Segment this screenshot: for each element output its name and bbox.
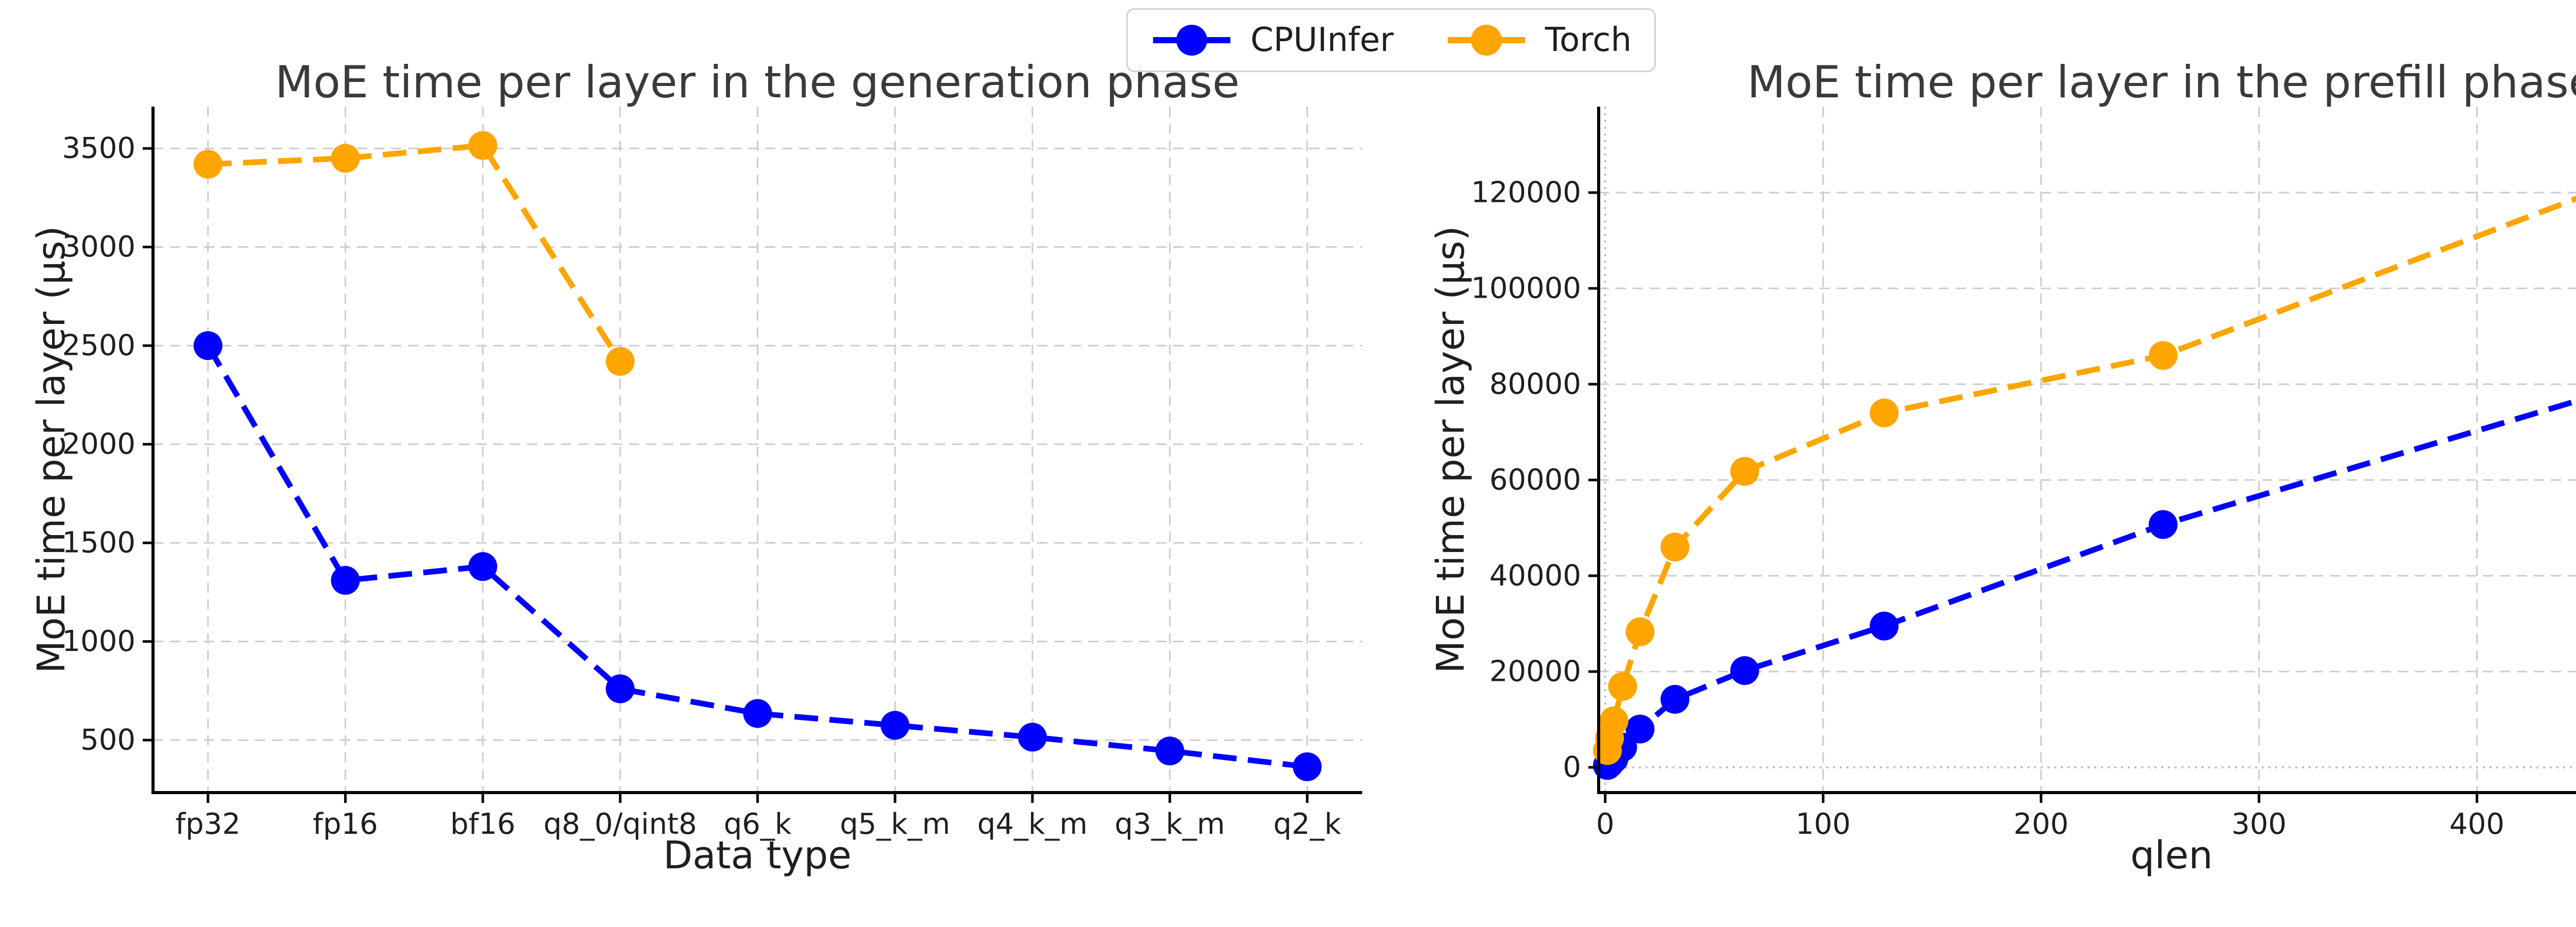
legend-label-torch: Torch xyxy=(1545,21,1632,59)
torch-marker xyxy=(605,347,635,376)
cpuinfer-marker xyxy=(880,711,910,740)
x-tick-label: q3_k_m xyxy=(1115,808,1225,841)
y-tick-label: 60000 xyxy=(1489,464,1581,497)
cpuinfer-marker xyxy=(1625,714,1655,744)
cpuinfer-marker xyxy=(331,565,360,595)
x-tick-label: q2_k xyxy=(1274,808,1342,841)
y-tick-label: 500 xyxy=(80,724,135,757)
torch-marker xyxy=(1608,672,1637,701)
cpuinfer-marker-icon xyxy=(1153,25,1231,56)
cpuinfer-marker xyxy=(1870,611,1899,641)
y-tick-label: 2000 xyxy=(62,427,135,461)
y-tick-label: 3500 xyxy=(62,132,135,165)
cpuinfer-marker xyxy=(1155,736,1184,766)
cpuinfer-marker xyxy=(743,699,772,728)
x-tick-label: fp32 xyxy=(175,808,241,841)
y-tick-label: 2500 xyxy=(62,329,135,363)
x-tick-label: q8_0/qint8 xyxy=(544,808,697,841)
torch-line xyxy=(208,142,623,363)
x-tick-label: q5_k_m xyxy=(840,808,950,841)
x-tick-label: q6_k xyxy=(724,808,792,841)
y-tick-label: 0 xyxy=(1563,750,1581,784)
torch-marker xyxy=(1599,706,1629,735)
torch-marker-icon xyxy=(1447,25,1525,56)
x-tick-label: fp16 xyxy=(313,808,378,841)
y-tick-label: 1000 xyxy=(62,625,135,658)
y-tick-label: 80000 xyxy=(1489,368,1581,401)
cpuinfer-line xyxy=(1605,398,2576,768)
left-chart-title: MoE time per layer in the generation pha… xyxy=(275,57,1240,108)
cpuinfer-marker xyxy=(468,552,498,581)
torch-marker xyxy=(1870,398,1899,427)
y-tick-label: 3000 xyxy=(62,230,135,264)
torch-marker xyxy=(1660,533,1690,562)
right-x-axis-label: qlen xyxy=(2130,833,2213,878)
x-tick-label: 300 xyxy=(2231,808,2286,841)
x-tick-label: q4_k_m xyxy=(977,808,1088,841)
x-tick-label: 0 xyxy=(1596,808,1615,841)
torch-marker xyxy=(1730,457,1759,486)
torch-marker xyxy=(2148,341,2178,370)
x-tick-label: bf16 xyxy=(450,808,516,841)
cpuinfer-marker xyxy=(1293,752,1322,781)
torch-marker xyxy=(193,149,223,179)
right-y-axis-label: MoE time per layer (μs) xyxy=(1429,226,1473,674)
x-tick-label: 200 xyxy=(2013,808,2069,841)
cpuinfer-marker xyxy=(1660,684,1690,714)
legend: CPUInfer Torch xyxy=(1126,8,1656,72)
legend-item-torch: Torch xyxy=(1445,17,1632,63)
cpuinfer-marker xyxy=(605,674,635,703)
y-tick-label: 1500 xyxy=(62,526,135,560)
cpuinfer-marker xyxy=(193,331,223,360)
cpuinfer-marker xyxy=(2148,510,2178,539)
y-tick-label: 40000 xyxy=(1489,559,1581,593)
cpuinfer-line xyxy=(205,344,1308,770)
y-tick-label: 120000 xyxy=(1471,176,1581,210)
torch-marker xyxy=(1625,617,1655,646)
legend-label-cpuinfer: CPUInfer xyxy=(1250,21,1394,59)
legend-item-cpuinfer: CPUInfer xyxy=(1150,17,1394,63)
torch-marker xyxy=(331,144,360,173)
cpuinfer-marker xyxy=(1730,656,1759,685)
right-chart-title: MoE time per layer in the prefill phase xyxy=(1747,57,2576,108)
cpuinfer-marker xyxy=(1018,723,1047,752)
y-tick-label: 100000 xyxy=(1471,272,1581,305)
left-x-axis-label: Data type xyxy=(663,833,852,878)
x-tick-label: 400 xyxy=(2449,808,2504,841)
torch-marker xyxy=(468,131,498,160)
y-tick-label: 20000 xyxy=(1489,655,1581,688)
left-y-axis-label: MoE time per layer (μs) xyxy=(29,226,74,674)
x-tick-label: 100 xyxy=(1795,808,1851,841)
